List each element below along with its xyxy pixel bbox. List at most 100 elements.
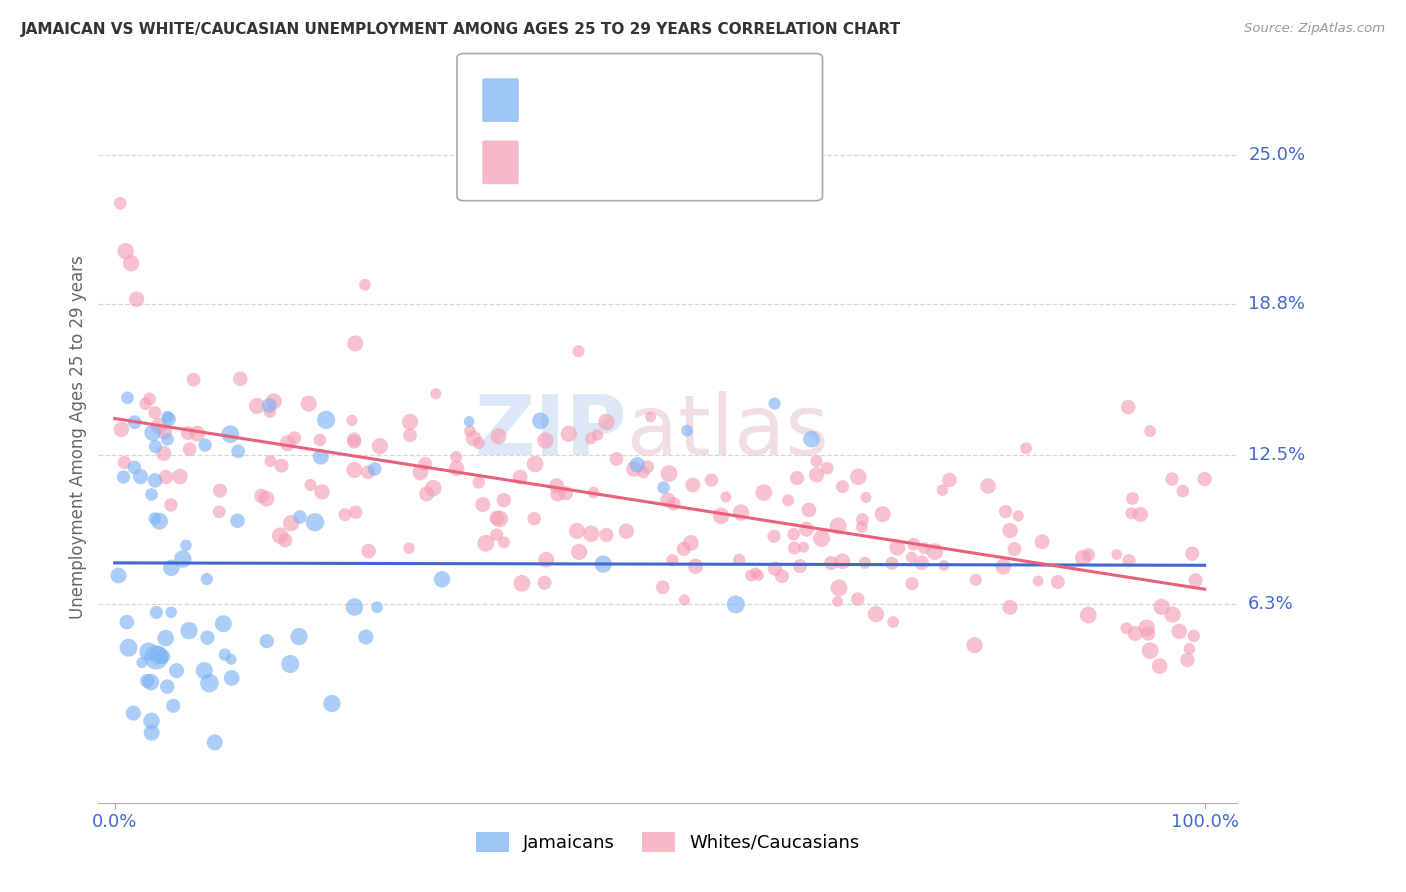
Point [166, 664, 188, 678]
Point [820, 556, 842, 570]
Point [148, 419, 170, 434]
Text: Source: ZipAtlas.com: Source: ZipAtlas.com [1244, 22, 1385, 36]
Point [298, 396, 321, 410]
Point [366, 600, 388, 615]
Point [529, 414, 551, 428]
Point [157, 412, 180, 426]
Point [1007, 508, 1029, 523]
Point [148, 514, 170, 528]
Point [172, 552, 194, 566]
Point [485, 511, 508, 525]
Point [977, 479, 1000, 493]
Point [197, 631, 219, 645]
Point [425, 386, 447, 401]
Point [219, 652, 242, 666]
Point [510, 576, 533, 591]
Point [1105, 548, 1128, 562]
Point [492, 535, 515, 549]
Point [141, 714, 163, 728]
Point [831, 480, 853, 494]
Point [155, 470, 177, 484]
Point [194, 438, 217, 452]
Point [910, 556, 932, 570]
Point [259, 398, 281, 412]
Point [800, 432, 823, 446]
Point [558, 426, 581, 441]
Point [311, 484, 333, 499]
Point [344, 505, 367, 519]
Point [763, 397, 786, 411]
Point [831, 554, 853, 568]
Point [965, 573, 987, 587]
Point [160, 561, 183, 575]
Point [399, 415, 422, 429]
Point [1149, 659, 1171, 673]
Text: 18.8%: 18.8% [1249, 295, 1305, 313]
Point [1123, 626, 1146, 640]
Point [931, 483, 953, 498]
Point [115, 615, 138, 629]
Point [730, 506, 752, 520]
Point [533, 575, 555, 590]
Point [263, 394, 285, 409]
Point [193, 664, 215, 678]
Point [637, 459, 659, 474]
Point [880, 557, 903, 571]
Point [148, 648, 170, 662]
Text: -0.002: -0.002 [565, 91, 624, 109]
Point [652, 481, 675, 495]
Point [900, 550, 922, 565]
Point [226, 514, 249, 528]
Point [595, 528, 617, 542]
Point [485, 527, 508, 541]
Point [623, 462, 645, 476]
Point [131, 656, 153, 670]
Point [430, 572, 453, 586]
Point [283, 431, 305, 445]
Point [468, 436, 491, 450]
Point [153, 425, 176, 439]
Point [605, 452, 627, 467]
Point [120, 256, 142, 270]
Point [124, 415, 146, 429]
Point [198, 676, 221, 690]
Point [446, 461, 468, 475]
Point [288, 510, 311, 524]
Point [851, 520, 873, 534]
Point [492, 493, 515, 508]
Point [129, 469, 152, 483]
Point [138, 392, 160, 406]
Point [554, 486, 576, 500]
Point [221, 671, 243, 685]
Point [107, 568, 129, 582]
Point [399, 428, 422, 442]
Text: ZIP: ZIP [474, 391, 627, 472]
Point [1118, 554, 1140, 568]
Point [1002, 541, 1025, 556]
Point [156, 680, 179, 694]
Point [110, 196, 132, 211]
Point [321, 697, 343, 711]
Point [152, 446, 174, 460]
Point [288, 630, 311, 644]
Point [156, 409, 179, 424]
Point [661, 553, 683, 567]
Point [762, 529, 785, 543]
Point [250, 489, 273, 503]
Point [195, 572, 218, 586]
Point [143, 406, 166, 420]
Point [586, 428, 609, 442]
Point [156, 432, 179, 446]
Point [340, 413, 363, 427]
Point [343, 463, 366, 477]
Point [145, 440, 167, 454]
Point [1129, 508, 1152, 522]
Point [1139, 643, 1161, 657]
Point [219, 427, 242, 442]
Text: N =: N = [650, 153, 686, 171]
Point [145, 650, 167, 665]
Point [1115, 621, 1137, 635]
Point [786, 471, 808, 485]
Point [160, 605, 183, 619]
Point [343, 434, 366, 449]
